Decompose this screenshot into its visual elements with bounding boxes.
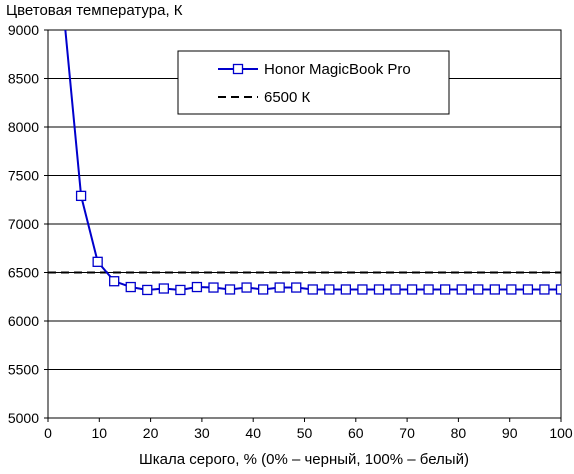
tick-labels: 5000 5500 6000 6500 7000 7500 8000 8500 9000 0 10 2… [8,22,573,441]
legend-swatch-marker [232,63,244,75]
x-tick-label: 60 [348,425,364,441]
legend-label: 6500 К [264,89,311,106]
data-point-marker [406,284,418,295]
data-point-marker [307,284,318,295]
x-tick-label: 20 [143,425,159,441]
data-point-marker [489,284,500,295]
y-tick-label: 5000 [8,410,39,426]
data-point-marker [373,284,385,295]
data-point-marker [241,282,252,293]
data-point-marker [440,284,451,295]
data-point-marker [522,284,534,295]
data-point-marker [456,284,467,295]
data-point-marker [142,284,153,296]
x-tick-label: 90 [502,425,518,441]
data-point-marker [92,256,103,267]
y-axis-title: Цветовая температура, К [6,2,183,19]
x-axis-title: Шкала серого, % (0% – черный, 100% – бел… [139,451,469,468]
legend-box [177,50,450,115]
y-tick-label: 7500 [8,168,39,184]
x-tick-label: 50 [297,425,313,441]
data-point-marker [274,282,285,293]
y-tick-label: 8500 [8,71,39,87]
y-tick-label: 7000 [8,216,39,232]
x-tick-label: 10 [92,425,108,441]
data-point-marker [158,283,169,294]
x-tick-label: 80 [451,425,467,441]
data-point-marker [506,284,517,295]
data-point-marker [125,281,136,293]
y-tick-label: 6500 [8,265,39,281]
data-point-marker [324,284,335,295]
x-tick-label: 40 [245,425,261,441]
data-point-marker [75,190,87,202]
data-point-marker [473,284,484,295]
data-point-marker [258,284,269,295]
data-point-marker [390,284,401,295]
y-tick-label: 6000 [8,313,39,329]
data-point-marker [357,284,368,295]
data-point-marker [191,281,203,293]
data-point-marker [539,284,550,295]
data-point-marker [423,284,434,295]
legend: Honor MagicBook Pro 6500 К [177,50,450,115]
data-point-marker [340,284,351,295]
y-tick-label: 9000 [8,22,39,38]
data-point-marker [224,284,236,295]
gridlines [48,78,561,370]
data-point-marker [291,282,302,293]
data-point-marker [175,284,186,296]
legend-label: Honor MagicBook Pro [264,61,411,78]
x-tick-label: 100 [549,425,573,441]
x-tick-label: 0 [44,425,52,441]
x-tick-label: 30 [194,425,210,441]
series-layer [48,30,561,296]
y-tick-label: 8000 [8,119,39,135]
x-tick-label: 70 [399,425,415,441]
data-point-marker [555,284,561,295]
data-point-marker [208,282,219,293]
y-tick-label: 5500 [8,362,39,378]
data-point-marker [109,276,120,287]
